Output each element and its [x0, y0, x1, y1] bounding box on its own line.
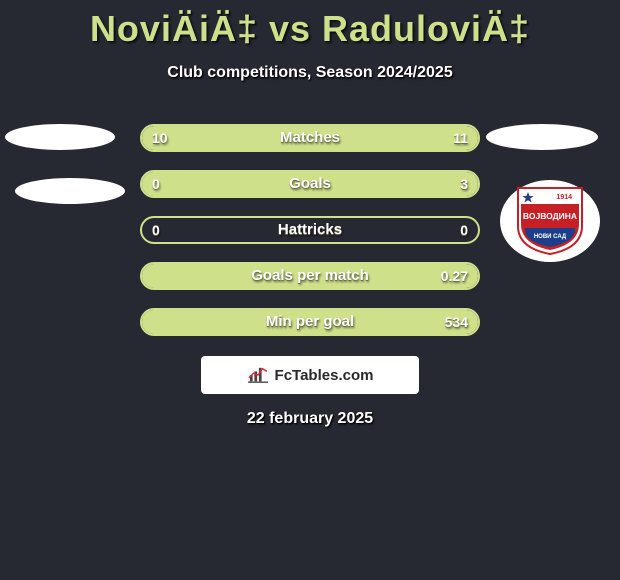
attribution-label: FcTables.com — [275, 367, 374, 384]
stat-row: 03Goals — [140, 170, 480, 198]
stat-row: 0.27Goals per match — [140, 262, 480, 290]
left-badge-1 — [5, 124, 115, 150]
stat-label: Hattricks — [142, 218, 478, 242]
crest-year: 1914 — [556, 194, 572, 201]
page-title: NoviÄiÄ‡ vs RaduloviÄ‡ — [0, 0, 620, 50]
left-badge-2 — [15, 178, 125, 204]
right-team-crest: 1914 ВОЈВОДИНА НОВИ САД — [500, 180, 600, 262]
stat-row: 00Hattricks — [140, 216, 480, 244]
stat-row: 534Min per goal — [140, 308, 480, 336]
stat-label: Goals per match — [142, 264, 478, 288]
right-badge-ellipse — [486, 124, 598, 150]
attribution-box: FcTables.com — [201, 356, 419, 394]
crest-city: НОВИ САД — [534, 234, 567, 240]
bar-chart-icon — [247, 366, 269, 384]
stat-label: Min per goal — [142, 310, 478, 334]
stat-row: 1011Matches — [140, 124, 480, 152]
date-text: 22 february 2025 — [0, 410, 620, 428]
stat-label: Goals — [142, 172, 478, 196]
subtitle: Club competitions, Season 2024/2025 — [0, 64, 620, 82]
stats-panel: 1011Matches 03Goals 00Hattricks 0.27Goals p… — [140, 124, 480, 354]
crest-name: ВОЈВОДИНА — [523, 211, 577, 221]
crest-shield: 1914 ВОЈВОДИНА НОВИ САД — [514, 186, 586, 256]
stat-label: Matches — [142, 126, 478, 150]
